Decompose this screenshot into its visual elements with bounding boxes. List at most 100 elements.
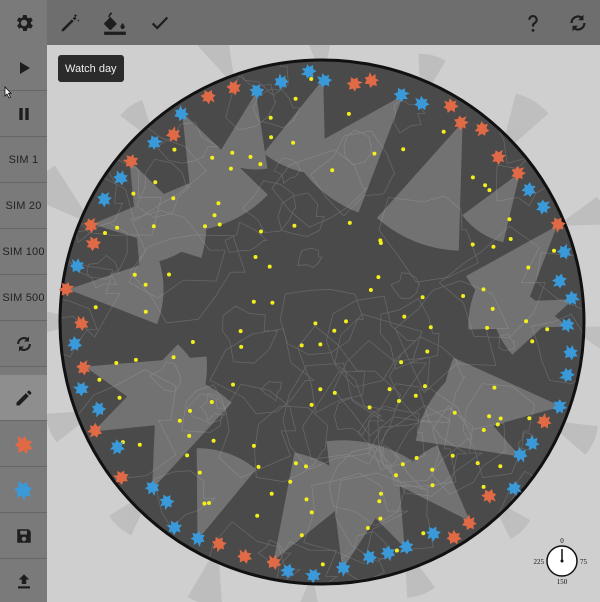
left-sidebar: SIM 1 SIM 20 SIM 100 SIM 500 [0,45,47,602]
food-dot [485,325,490,330]
food-dot [259,229,263,234]
play-button[interactable] [0,45,47,91]
food-dot [379,491,383,496]
check-icon [151,16,168,30]
arena-border [58,58,586,586]
pause-icon [18,107,29,120]
orange-agent [165,126,181,142]
food-dot [188,408,192,413]
wand-icon [61,13,80,31]
contour-line [340,531,389,581]
orange-agent [76,359,91,376]
food-dot [367,405,372,410]
contour-line [297,325,366,414]
sim-1-button[interactable]: SIM 1 [0,137,47,183]
contour-line [379,297,440,370]
food-dot [251,299,256,304]
compass: 0 75 150 225 [534,537,588,586]
vision-cone [396,445,470,522]
upload-button[interactable] [0,559,47,602]
contour-line [309,130,396,217]
food-dot [483,183,488,188]
food-dot [397,399,401,403]
food-dot [212,213,217,218]
orange-agent [364,71,380,89]
food-dot [253,255,258,259]
food-dot [269,135,274,140]
contour-line [60,296,98,358]
food-dot [228,166,233,171]
food-dot [153,180,158,185]
food-dot [117,395,122,400]
wand-button[interactable] [47,0,92,45]
food-dot [491,244,496,249]
contour-line [224,221,268,253]
food-dot [115,225,120,230]
food-dot [378,516,383,521]
sim-500-label: SIM 500 [2,291,45,304]
blue-agent [305,568,321,584]
vision-cone [93,344,215,432]
contour-line [186,393,227,424]
food-dot [526,265,531,270]
food-dot [251,443,256,448]
contour-line [377,383,474,483]
contour-line [60,157,162,236]
sim-20-button[interactable]: SIM 20 [0,183,47,229]
blue-team-button[interactable] [0,467,47,513]
sim-500-button[interactable]: SIM 500 [0,275,47,321]
help-button[interactable] [510,0,555,45]
blue-agent [159,494,175,511]
food-dot [151,224,156,229]
contour-line [357,405,425,471]
orange-team-button[interactable] [0,421,47,467]
food-dot [400,462,405,467]
food-dot [304,497,309,502]
blue-agent [521,181,536,198]
blue-agent [556,243,572,260]
food-dot [177,418,182,423]
food-dot [413,393,418,398]
draw-button[interactable] [0,375,47,421]
contour-line [200,392,226,422]
blue-agent [563,345,578,361]
sim-1-label: SIM 1 [8,153,39,166]
contour-line [332,339,431,437]
pause-button[interactable] [0,91,47,137]
food-dot [376,275,381,280]
food-dot [524,319,529,324]
food-dot [248,154,253,159]
blue-agent [73,381,89,397]
food-dot [441,129,446,134]
contour-line [518,432,536,451]
food-dot [481,428,486,432]
vision-cone [293,95,404,213]
food-dot [309,402,314,407]
blue-agent [190,530,205,547]
orange-agent [87,422,103,438]
food-dot [318,342,323,347]
settings-button[interactable] [0,0,47,45]
save-button[interactable] [0,513,47,559]
vision-cones [68,79,574,570]
contour-line [380,444,398,467]
orange-agent [454,115,469,131]
orange-agent [491,149,506,165]
orange-agent [266,554,282,570]
orange-agent [226,79,241,96]
paint-bucket-button[interactable] [92,0,137,45]
orange-agent [85,236,102,252]
vision-cone [68,258,164,325]
sim-100-button[interactable]: SIM 100 [0,229,47,275]
confirm-button[interactable] [137,0,182,45]
restart-button[interactable] [0,321,47,367]
food-dot [492,385,497,390]
help-icon [527,14,538,32]
blue-agent [146,135,163,151]
food-dot [299,533,304,538]
contour-line [367,420,469,497]
food-dot [190,340,195,344]
reset-button[interactable] [555,0,600,45]
sim-20-label: SIM 20 [5,199,42,212]
